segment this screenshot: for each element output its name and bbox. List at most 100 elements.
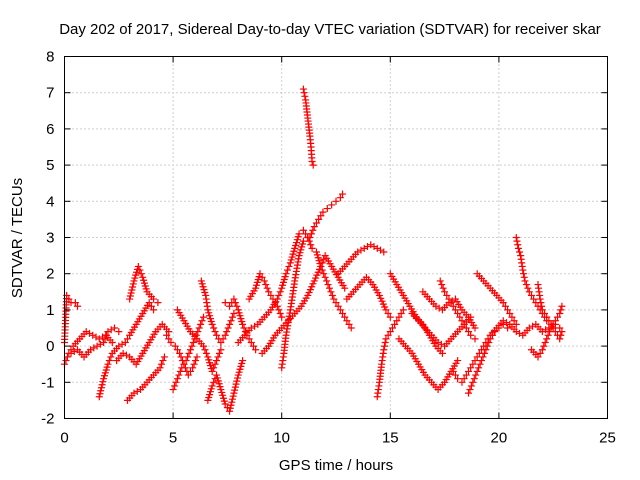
data-point-fill	[98, 381, 106, 389]
data-point-fill	[447, 299, 455, 307]
data-point-fill	[516, 248, 524, 256]
data-point	[464, 389, 472, 397]
data-point	[462, 324, 470, 332]
data-point	[221, 400, 229, 408]
y-tick-label: -1	[41, 374, 54, 391]
data-point	[226, 320, 234, 328]
data-point-fill	[102, 331, 110, 339]
data-point	[171, 342, 179, 350]
data-point-fill	[475, 364, 483, 372]
data-point-fill	[105, 357, 113, 365]
y-tick-label: 3	[46, 230, 54, 247]
data-point-fill	[231, 386, 239, 394]
data-point-fill	[172, 378, 180, 386]
data-point-fill	[128, 286, 136, 294]
data-point	[373, 244, 381, 252]
data-point-fill	[320, 255, 328, 263]
data-point	[308, 157, 316, 165]
data-point-fill	[381, 342, 389, 350]
data-point	[504, 324, 512, 332]
data-point	[167, 338, 175, 346]
data-point	[310, 223, 318, 231]
data-point	[386, 313, 394, 321]
data-point-fill	[520, 273, 528, 281]
data-point-fill	[439, 284, 447, 292]
data-point	[260, 277, 268, 285]
data-point-fill	[158, 360, 166, 368]
data-point-fill	[211, 360, 219, 368]
data-point	[265, 288, 273, 296]
data-point-fill	[448, 297, 456, 305]
data-point	[336, 194, 344, 202]
data-point-fill	[451, 306, 459, 314]
data-point-fill	[388, 324, 396, 332]
data-point	[328, 201, 336, 209]
data-point-fill	[173, 346, 181, 354]
data-point-fill	[276, 288, 284, 296]
data-point-fill	[249, 342, 257, 350]
data-point-fill	[485, 338, 493, 346]
data-point	[208, 320, 216, 328]
x-tick-label: 15	[382, 430, 399, 447]
data-point	[100, 338, 108, 346]
data-point-fill	[245, 335, 253, 343]
data-point-fill	[194, 328, 202, 336]
data-point	[469, 378, 477, 386]
data-point-fill	[557, 331, 565, 339]
data-point	[467, 331, 475, 339]
data-point-fill	[96, 390, 104, 398]
data-point-fill	[312, 219, 320, 227]
data-point-fill	[276, 310, 284, 318]
data-point	[441, 288, 449, 296]
chart-title: Day 202 of 2017, Sidereal Day-to-day VTE…	[59, 21, 601, 38]
y-tick-label: 7	[46, 85, 54, 102]
data-point-fill	[381, 338, 389, 346]
data-point	[445, 295, 453, 303]
data-point-fill	[231, 299, 239, 307]
data-point-fill	[97, 384, 105, 392]
data-point-fill	[258, 273, 266, 281]
data-point-fill	[97, 387, 105, 395]
data-point	[282, 270, 290, 278]
data-point-fill	[92, 333, 100, 341]
data-point	[521, 277, 529, 285]
data-point	[315, 215, 323, 223]
data-point	[543, 313, 551, 321]
data-point	[104, 360, 112, 368]
data-point-fill	[118, 340, 126, 348]
data-point-fill	[557, 306, 565, 314]
data-point	[339, 190, 347, 198]
data-point-fill	[127, 289, 135, 297]
data-point	[514, 244, 522, 252]
data-point	[382, 335, 390, 343]
data-point-fill	[129, 280, 137, 288]
data-point	[325, 284, 333, 292]
data-point	[74, 302, 82, 310]
y-tick-label: 0	[46, 338, 54, 355]
data-point	[230, 310, 238, 318]
data-point-fill	[336, 306, 344, 314]
data-point-fill	[275, 306, 283, 314]
data-point-fill	[483, 342, 491, 350]
data-point	[134, 262, 142, 270]
data-point-fill	[226, 404, 234, 412]
data-point-fill	[242, 328, 249, 336]
data-point	[551, 328, 559, 336]
data-point	[115, 328, 123, 336]
data-point-fill	[309, 226, 317, 234]
data-point	[395, 313, 403, 321]
data-point-fill	[85, 329, 93, 337]
y-tick-label: 1	[46, 302, 54, 319]
data-point	[110, 324, 118, 332]
data-point-fill	[510, 317, 518, 325]
data-point-fill	[180, 360, 188, 368]
data-point-fill	[234, 374, 242, 382]
data-point-fill	[96, 340, 104, 348]
data-point-fill	[275, 291, 283, 299]
data-point-fill	[210, 364, 218, 372]
y-tick-label: -2	[41, 411, 54, 428]
data-point	[156, 364, 164, 372]
data-point	[163, 331, 171, 339]
data-point	[458, 317, 466, 325]
